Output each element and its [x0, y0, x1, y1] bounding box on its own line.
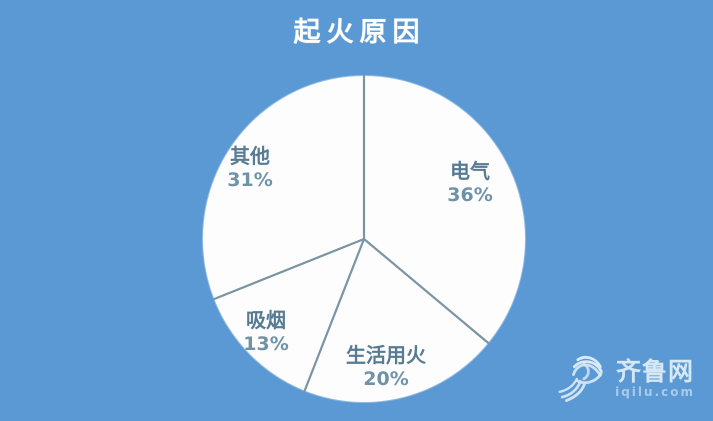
chart-title: 起火原因	[293, 17, 426, 48]
watermark-text: 齐鲁网 iqilu.com	[615, 358, 695, 399]
watermark-site-url: iqilu.com	[615, 384, 695, 399]
watermark-site-name: 齐鲁网	[616, 356, 695, 386]
watermark: 齐鲁网 iqilu.com	[557, 351, 695, 405]
qilu-logo-icon	[558, 356, 603, 402]
